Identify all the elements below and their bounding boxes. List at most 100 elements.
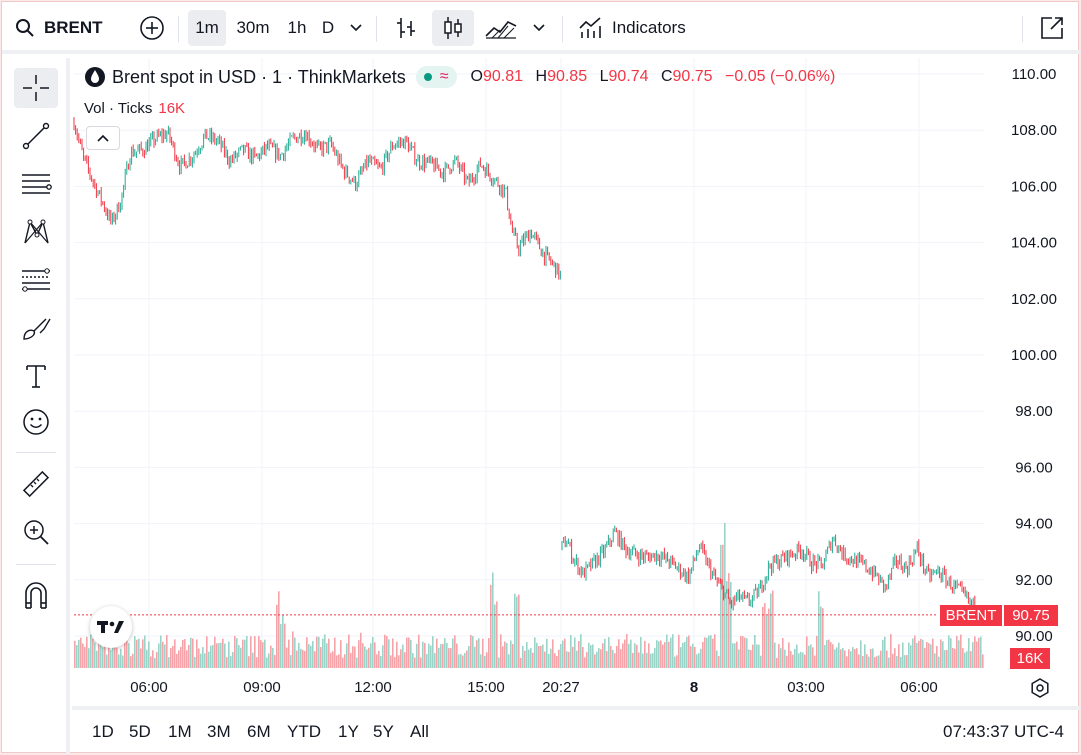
volume-bar <box>656 640 658 668</box>
pattern-tool[interactable] <box>14 212 58 252</box>
volume-bar <box>230 656 232 668</box>
interval-1m[interactable]: 1m <box>188 10 226 46</box>
chart-settings-button[interactable] <box>1028 676 1052 700</box>
zoom-in-tool[interactable] <box>14 512 58 552</box>
volume-bar <box>782 638 784 668</box>
measure-tool[interactable] <box>14 464 58 504</box>
volume-bar <box>692 643 694 668</box>
volume-bar <box>170 648 172 668</box>
range-ytd[interactable]: YTD <box>287 722 321 741</box>
volume-bar <box>188 644 190 668</box>
volume-bar <box>846 656 848 668</box>
volume-bar <box>416 643 418 668</box>
range-5d[interactable]: 5D <box>129 722 151 741</box>
volume-bar <box>446 642 448 668</box>
price-chart[interactable]: 110.00 108.00 106.00 104.00 102.00 100.00 98.0… <box>72 58 1080 706</box>
collapse-legend-button[interactable] <box>86 126 120 150</box>
volume-bar <box>856 648 858 668</box>
volume-bar <box>106 654 108 668</box>
interval-d[interactable]: D <box>321 18 335 37</box>
range-5y[interactable]: 5Y <box>373 722 394 741</box>
range-6m[interactable]: 6M <box>247 722 271 741</box>
volume-bar <box>208 651 210 668</box>
volume-bar <box>718 656 720 668</box>
volume-bar <box>206 636 208 668</box>
range-3m[interactable]: 3M <box>207 722 231 741</box>
volume-bar <box>184 639 186 668</box>
crosshair-tool[interactable] <box>14 68 58 108</box>
candles-icon <box>444 17 462 39</box>
volume-bar <box>328 638 330 668</box>
range-1m[interactable]: 1M <box>168 722 192 741</box>
symbol-label: BRENT <box>44 18 103 37</box>
symbol-search[interactable]: BRENT <box>10 10 120 46</box>
volume-bar <box>356 657 358 668</box>
bar-chart-type-button[interactable] <box>388 10 424 46</box>
volume-bar <box>108 636 110 668</box>
volume-bar <box>308 644 310 668</box>
volume-bar <box>576 650 578 668</box>
magnet-tool[interactable] <box>14 576 58 616</box>
tradingview-logo[interactable] <box>90 606 132 648</box>
volume-bar <box>970 651 972 668</box>
volume-bar <box>688 635 690 668</box>
horizontal-lines-tool[interactable] <box>14 164 58 204</box>
volume-bar <box>672 634 674 668</box>
volume-bar <box>468 645 470 668</box>
volume-bar <box>456 643 458 668</box>
x-tick-label: 03:00 <box>787 679 825 696</box>
open-in-new-button[interactable] <box>1032 10 1072 46</box>
volume-bar <box>932 638 934 668</box>
range-1y[interactable]: 1Y <box>338 722 359 741</box>
volume-bar <box>128 643 130 668</box>
volume-bar <box>732 643 734 668</box>
volume-bar <box>518 594 520 668</box>
chart-area[interactable]: 110.00 108.00 106.00 104.00 102.00 100.00 98.0… <box>72 58 1080 706</box>
volume-bar <box>834 649 836 668</box>
volume-bar <box>720 545 722 668</box>
area-chart-type-button[interactable] <box>480 10 522 46</box>
volume-bar <box>434 653 436 668</box>
indicators-button[interactable]: Indicators <box>574 10 696 46</box>
fib-retracement-tool[interactable] <box>14 260 58 300</box>
volume-bar <box>758 644 760 668</box>
interval-30m[interactable]: 30m <box>236 18 270 37</box>
volume-bar <box>296 650 298 668</box>
volume-bar <box>350 652 352 668</box>
volume-bar <box>450 647 452 668</box>
brush-tool[interactable] <box>14 308 58 348</box>
volume-bar <box>702 641 704 668</box>
volume-bar <box>574 637 576 668</box>
market-status-pill[interactable]: ≈ <box>415 66 457 88</box>
volume-bar <box>182 639 184 668</box>
volume-bar <box>382 645 384 668</box>
ohlc-bars-icon <box>397 18 415 38</box>
range-all[interactable]: All <box>410 722 429 741</box>
volume-bar <box>868 656 870 668</box>
volume-bar <box>628 643 630 668</box>
interval-1h[interactable]: 1h <box>287 18 307 37</box>
volume-bar <box>466 650 468 668</box>
settings-icon <box>1031 678 1049 698</box>
intervals-dropdown[interactable] <box>344 10 368 46</box>
volume-bar <box>484 655 486 668</box>
trend-line-tool[interactable] <box>14 116 58 156</box>
tradingview-logo-icon <box>97 621 124 633</box>
volume-bar <box>452 638 454 668</box>
volume-bar <box>330 652 332 668</box>
candles-chart-type-button[interactable] <box>432 10 474 46</box>
volume-bar <box>402 644 404 668</box>
volume-bar <box>734 643 736 668</box>
range-1d[interactable]: 1D <box>92 722 114 741</box>
volume-bar <box>86 636 88 668</box>
text-tool[interactable] <box>14 356 58 396</box>
compare-symbol-button[interactable] <box>132 10 172 46</box>
high-label: H <box>535 68 548 85</box>
volume-bar <box>800 651 802 668</box>
chart-type-dropdown[interactable] <box>526 10 552 46</box>
volume-bar <box>686 636 688 668</box>
volume-bar <box>236 638 238 668</box>
volume-bar <box>778 644 780 668</box>
emoji-tool[interactable] <box>14 402 58 442</box>
chart-clock[interactable]: 07:43:37 UTC-4 <box>943 722 1064 741</box>
